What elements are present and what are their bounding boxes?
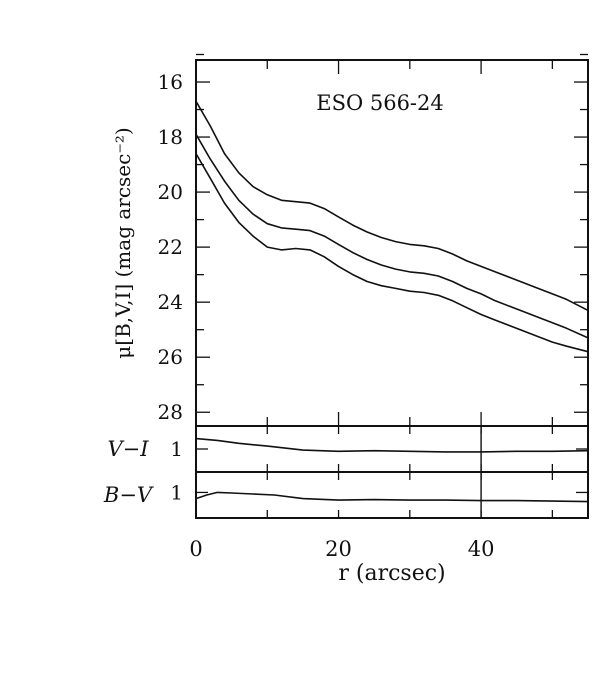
y-tick-label: 1 — [170, 437, 183, 461]
x-tick-label: 20 — [325, 537, 352, 561]
x-axis-label: r (arcsec) — [338, 561, 445, 586]
x-tick-label: 40 — [468, 537, 495, 561]
vi-panel-frame — [195, 425, 589, 473]
bv-axis-label: B−V — [103, 483, 154, 507]
y-tick-label: 20 — [158, 180, 183, 204]
series-line-0-0 — [195, 100, 589, 312]
chart-title: ESO 566-24 — [316, 91, 444, 115]
series-line-0-2 — [195, 153, 589, 353]
series-line-1-0 — [195, 437, 589, 453]
series-line-0-1 — [195, 133, 589, 339]
y-tick-label: 24 — [158, 290, 183, 314]
y-tick-label: 26 — [158, 345, 183, 369]
x-tick-label: 0 — [189, 537, 202, 561]
y-tick-label: 22 — [158, 235, 183, 259]
series-line-2-0 — [195, 491, 589, 503]
y-tick-label: 16 — [158, 70, 183, 94]
y-axis-label: μ[B,V,I] (mag arcsec⁻²) — [111, 127, 135, 358]
y-tick-label: 28 — [158, 400, 183, 424]
bv-panel-frame — [195, 471, 589, 519]
y-tick-label: 1 — [170, 480, 183, 504]
y-tick-label: 18 — [158, 125, 183, 149]
vi-axis-label: V−I — [107, 437, 149, 461]
